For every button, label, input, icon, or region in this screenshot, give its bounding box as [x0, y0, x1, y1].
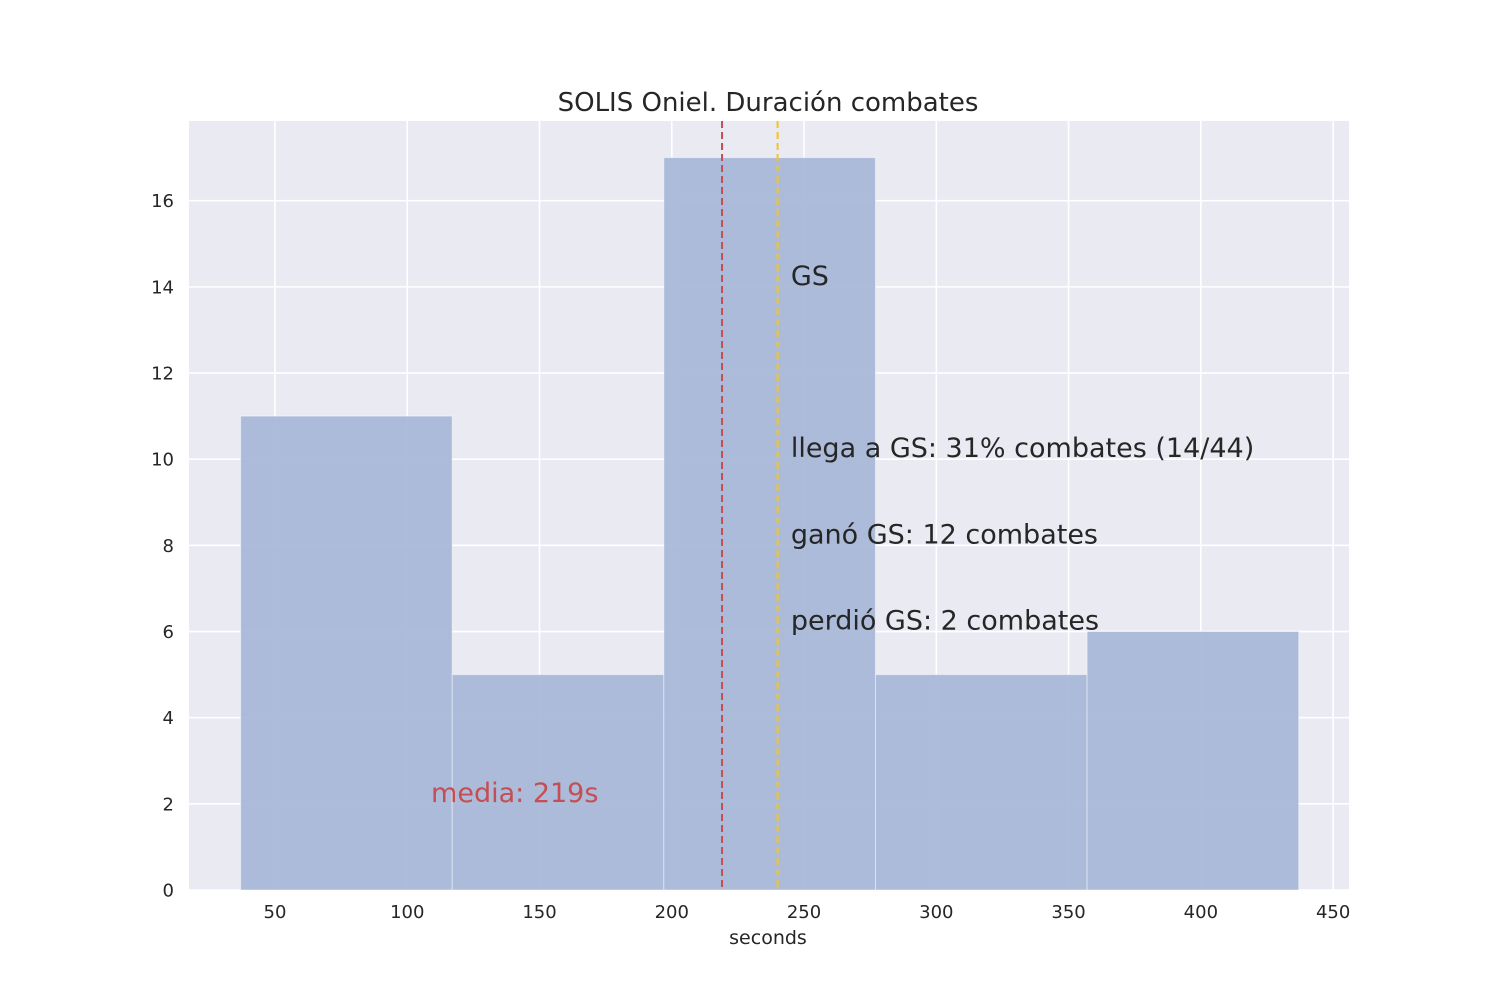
y-tick-label: 10: [151, 450, 174, 471]
y-axis-ticks: 0 2 4 6 8 10 12 14 16: [151, 191, 174, 901]
y-tick-label: 4: [163, 708, 174, 729]
annotation-text: media: 219s: [431, 778, 598, 809]
y-tick-label: 14: [151, 277, 174, 298]
x-axis-label: seconds: [729, 927, 807, 949]
x-tick-label: 150: [522, 902, 556, 923]
x-tick-label: 450: [1316, 902, 1350, 923]
x-axis-ticks: 50 100 150 200 250 300 350 400 450: [264, 902, 1351, 923]
x-tick-label: 50: [264, 902, 287, 923]
annotation-text: perdió GS: 2 combates: [791, 606, 1099, 637]
annotation-text: ganó GS: 12 combates: [791, 519, 1098, 550]
annotations: GS llega a GS: 31% combates (14/44) ganó G…: [431, 261, 1254, 809]
y-tick-label: 16: [151, 191, 174, 212]
x-tick-label: 250: [787, 902, 821, 923]
y-tick-label: 12: [151, 364, 174, 385]
x-tick-label: 200: [655, 902, 689, 923]
reference-lines: [721, 121, 779, 890]
annotation-text: llega a GS: 31% combates (14/44): [791, 433, 1254, 464]
y-tick-label: 8: [163, 536, 174, 557]
histogram-bar: [240, 415, 453, 891]
histogram-bars: [240, 157, 1300, 891]
y-tick-label: 2: [163, 794, 174, 815]
x-tick-label: 100: [390, 902, 424, 923]
annotation-text: GS: [791, 261, 829, 292]
histogram-bar: [874, 674, 1088, 891]
x-tick-label: 300: [919, 902, 953, 923]
x-tick-label: 350: [1051, 902, 1085, 923]
y-tick-label: 0: [163, 881, 174, 902]
y-tick-label: 6: [163, 622, 174, 643]
chart-title: SOLIS Oniel. Duración combates: [558, 88, 979, 118]
histogram-bar: [663, 157, 876, 891]
x-tick-label: 400: [1184, 902, 1218, 923]
histogram-bar: [1086, 631, 1300, 891]
